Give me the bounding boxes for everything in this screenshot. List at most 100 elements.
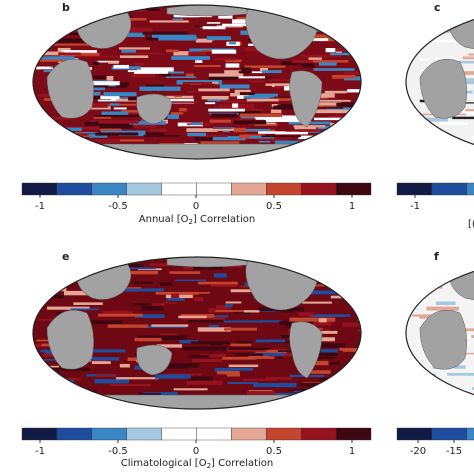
texture [339,131,361,137]
texture [104,148,115,152]
texture [302,301,332,304]
texture [356,318,361,322]
texture [321,23,360,28]
texture [88,399,108,404]
texture [308,57,322,62]
texture [471,335,474,338]
texture [139,86,181,91]
texture [458,151,474,155]
texture [72,268,84,272]
texture [357,345,361,350]
texture [230,343,252,347]
texture [149,128,167,132]
texture [59,21,67,24]
texture [420,58,430,61]
texture [225,63,240,68]
texture [151,34,197,38]
texture [251,352,286,356]
texture [165,294,193,299]
map-panel [33,257,361,409]
texture [351,11,361,16]
texture [33,51,65,56]
texture [95,374,117,378]
texture [342,322,361,326]
texture [218,14,233,19]
texture [63,148,102,152]
texture [319,145,359,149]
texture [145,84,164,87]
texture [127,70,151,73]
texture [440,122,469,125]
land [406,394,474,409]
texture [151,303,166,306]
texture [97,98,122,102]
texture [274,83,289,89]
texture [162,71,185,74]
texture [92,61,99,66]
texture [38,94,51,97]
texture [179,108,187,112]
texture [355,23,361,28]
texture [51,43,96,46]
texture [213,273,227,278]
texture [312,60,349,63]
texture [249,136,275,139]
texture [360,316,361,320]
texture [86,106,111,110]
texture [70,12,80,16]
texture [201,95,229,100]
texture [258,140,271,143]
texture [246,98,279,102]
texture [226,349,267,352]
texture [131,73,155,78]
texture [228,364,259,368]
texture [461,111,474,115]
texture [288,389,316,391]
caption-text: Climatological [O [121,458,207,469]
colorbar-tick-label: 0.5 [266,446,282,457]
texture [353,263,361,268]
texture [223,320,264,323]
colorbar-segment [21,182,58,196]
texture [435,57,444,62]
colorbar-tick-label: 1 [349,446,355,457]
texture [354,133,361,136]
texture [311,337,335,342]
texture [457,394,474,397]
texture [80,151,103,155]
texture [197,281,238,285]
texture [260,392,297,397]
texture [459,352,474,355]
texture [121,288,164,292]
texture [260,320,283,323]
texture [193,265,223,270]
texture [347,125,361,128]
texture [198,292,211,294]
texture [45,130,63,133]
texture [98,11,118,14]
texture [67,377,81,380]
texture [33,26,76,30]
colorbar-segment [161,427,197,441]
texture [296,400,338,403]
texture [216,304,232,309]
texture [127,17,147,21]
texture [324,129,361,135]
texture [233,312,252,314]
texture [332,74,356,79]
texture [308,370,331,374]
texture [286,148,315,152]
texture [417,130,435,133]
texture [435,39,466,43]
texture [294,125,317,130]
texture [280,61,290,66]
texture [306,321,332,326]
texture [115,377,159,380]
texture [309,109,354,114]
colorbar-segment [126,182,162,196]
texture [239,128,271,132]
texture [101,111,129,115]
texture [66,144,105,148]
texture [107,324,149,328]
land [419,309,467,370]
